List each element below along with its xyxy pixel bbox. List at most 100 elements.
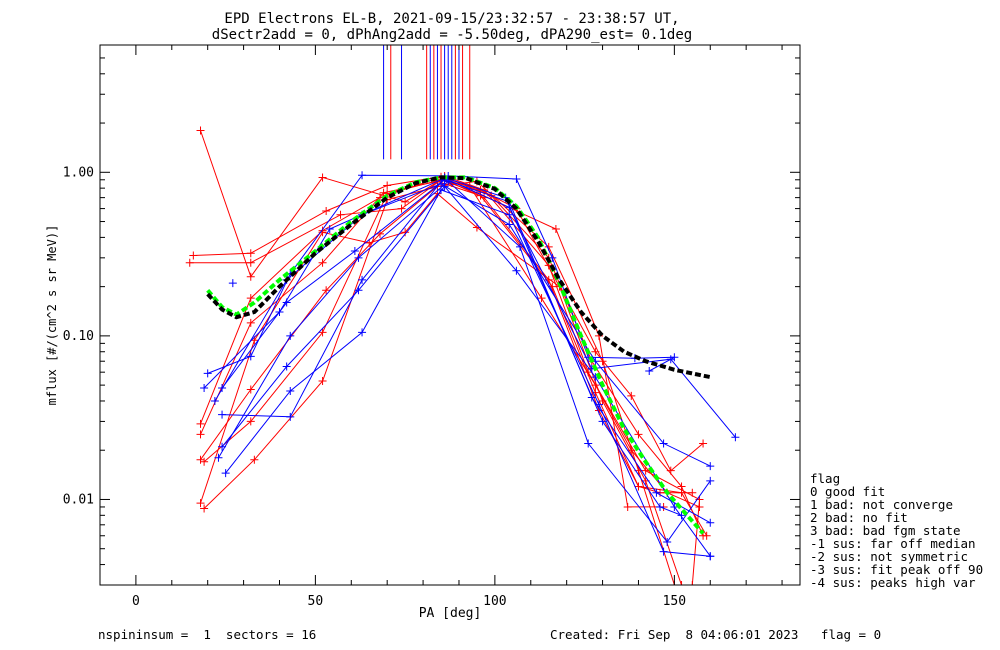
data-point	[325, 225, 334, 234]
chart-title: EPD Electrons EL-B, 2021-09-15/23:32:57 …	[224, 11, 679, 27]
series-blue	[214, 177, 715, 546]
y-tick-label: 1.00	[63, 165, 94, 180]
series-blue	[210, 179, 715, 471]
data-point	[645, 366, 654, 375]
data-point	[591, 388, 600, 397]
series-blue	[228, 279, 237, 288]
series-line	[225, 189, 711, 557]
fit-curves	[206, 175, 711, 535]
data-point	[401, 197, 410, 206]
fit-curve-black	[206, 175, 711, 380]
chart-subtitle: dSectr2add = 0, dPhAng2add = -5.50deg, d…	[212, 27, 692, 43]
series-line	[222, 176, 682, 516]
data-point	[397, 204, 406, 213]
data-point	[250, 455, 259, 464]
data-point	[221, 469, 230, 478]
series-line	[221, 185, 711, 557]
data-point	[627, 391, 636, 400]
series-red	[185, 173, 708, 540]
data-point	[218, 384, 227, 393]
series-red	[200, 179, 697, 513]
data-point	[246, 258, 255, 267]
data-point	[688, 488, 697, 497]
data-point	[246, 272, 255, 281]
legend-entry: -2 sus: not symmetric	[810, 549, 968, 564]
data-point	[246, 352, 255, 361]
series-line	[214, 183, 711, 467]
y-tick-label: 0.10	[63, 329, 94, 344]
data-point	[354, 253, 363, 262]
data-point	[196, 455, 205, 464]
data-point	[246, 318, 255, 327]
data-point	[666, 355, 675, 364]
series-blue	[203, 171, 679, 378]
data-point	[358, 328, 367, 337]
data-point	[210, 396, 219, 405]
data-point	[246, 294, 255, 303]
data-point	[702, 531, 711, 540]
data-point	[505, 220, 514, 229]
legend-title: flag	[810, 471, 840, 486]
data-point	[185, 258, 194, 267]
data-point	[318, 258, 327, 267]
legend-entry: -1 sus: far off median	[810, 536, 976, 551]
data-point	[189, 251, 198, 260]
series-blue	[200, 174, 740, 442]
data-point	[623, 502, 632, 511]
legend-entry: 0 good fit	[810, 484, 885, 499]
data-point	[598, 396, 607, 405]
data-point	[286, 331, 295, 340]
series-line	[218, 180, 711, 543]
data-point	[537, 294, 546, 303]
series-line	[203, 177, 736, 438]
series-red	[196, 171, 704, 585]
data-point	[594, 400, 603, 409]
data-point	[218, 410, 227, 419]
data-point	[659, 439, 668, 448]
data-point	[200, 504, 209, 513]
data-point	[196, 499, 205, 508]
data-point	[379, 188, 388, 197]
x-tick-label: 0	[132, 594, 140, 609]
data-point	[350, 247, 359, 256]
data-point	[706, 476, 715, 485]
data-point	[512, 174, 521, 183]
y-axis-label: mflux [#/(cm^2 s sr MeV)]	[45, 225, 59, 406]
data-point	[437, 185, 446, 194]
series-line	[193, 176, 704, 472]
data-point	[196, 419, 205, 428]
vertical-marker-lines	[383, 45, 471, 160]
data-point	[196, 430, 205, 439]
series-red	[200, 175, 704, 511]
data-point	[670, 353, 679, 362]
footer-created: Created: Fri Sep 8 04:06:01 2023 flag = …	[550, 627, 881, 642]
data-point	[196, 126, 205, 135]
data-point	[203, 369, 212, 378]
plot-frame	[99, 44, 801, 586]
data-point	[516, 242, 524, 251]
data-point	[659, 547, 668, 556]
data-point	[505, 210, 514, 219]
data-point	[318, 376, 327, 385]
series-line	[203, 182, 693, 509]
x-axis-label: PA [deg]	[419, 606, 482, 621]
series-line	[207, 174, 675, 374]
legend-entry: 3 bad: bad fgm state	[810, 523, 961, 538]
data-point	[656, 502, 664, 511]
data-series	[185, 126, 740, 585]
data-point	[228, 279, 237, 288]
x-tick-label: 150	[663, 594, 686, 609]
axes: 0 50 100 150 0.01 0.10 1.00	[63, 44, 800, 609]
data-point	[383, 181, 392, 190]
data-point	[598, 417, 607, 426]
legend-entry: 2 bad: no fit	[810, 510, 908, 525]
data-point	[282, 362, 291, 371]
x-tick-label: 100	[483, 594, 506, 609]
series-blue	[218, 173, 686, 520]
data-point	[670, 502, 679, 511]
legend-entry: -4 sus: peaks high var	[810, 575, 976, 590]
data-point	[688, 581, 697, 585]
data-point	[246, 385, 255, 394]
data-point	[358, 171, 367, 180]
